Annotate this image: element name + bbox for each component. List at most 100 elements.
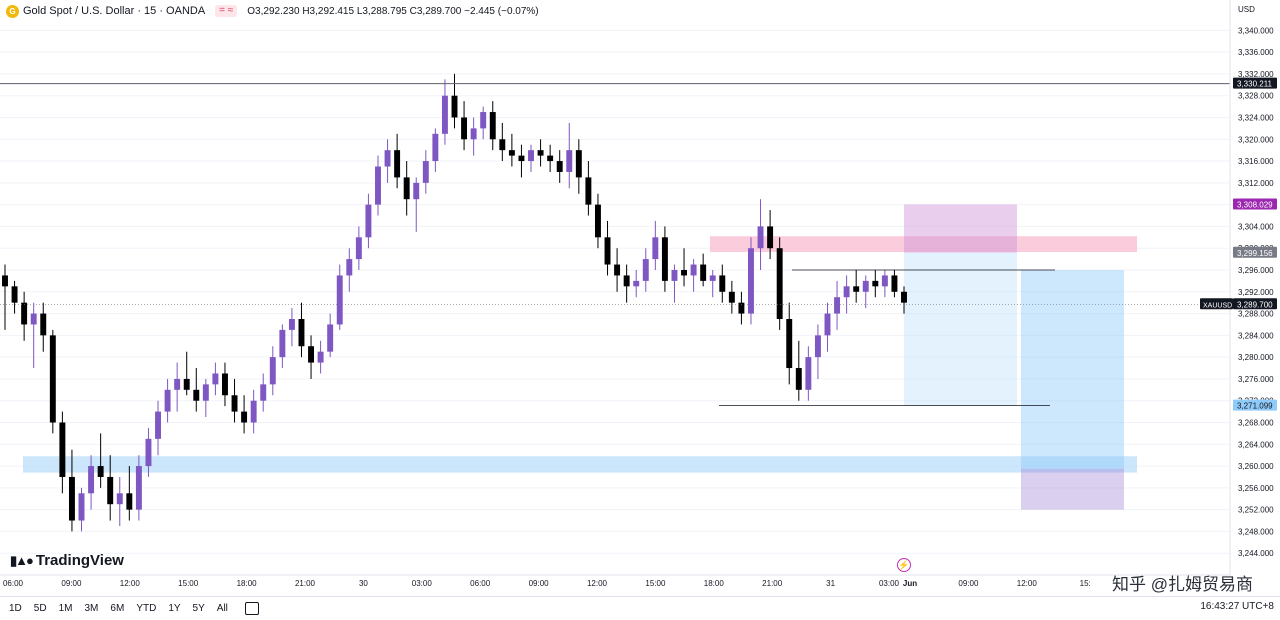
flash-icon[interactable]: ⚡	[897, 558, 911, 572]
range-1d[interactable]: 1D	[9, 603, 22, 614]
short-stop-box	[904, 204, 1017, 253]
price-tick-label: 3,280.000	[1238, 353, 1274, 362]
candle-body	[566, 150, 573, 172]
candle-body	[308, 346, 315, 363]
candle-body	[202, 384, 209, 401]
candle-body	[269, 357, 276, 385]
drawn-lines	[0, 83, 1230, 407]
time-tick-label: 21:00	[295, 579, 316, 588]
price-tick-label: 3,248.000	[1238, 527, 1274, 536]
range-1m[interactable]: 1M	[58, 603, 73, 614]
time-tick-label: 09:00	[958, 579, 979, 588]
price-label-box	[1233, 399, 1277, 411]
tradingview-mark-icon: ▮▲●	[10, 552, 34, 568]
range-5y[interactable]: 5Y	[192, 603, 205, 614]
candle-body	[499, 139, 506, 151]
candle-body	[585, 177, 592, 205]
candle-body	[78, 493, 85, 521]
range-1y[interactable]: 1Y	[168, 603, 181, 614]
currency-label[interactable]: USD	[1238, 5, 1255, 14]
price-label-box	[1233, 198, 1277, 210]
symbol-title[interactable]: Gold Spot / U.S. Dollar · 15 · OANDA	[23, 5, 206, 17]
candle-body	[556, 161, 563, 172]
price-tick-label: 3,292.000	[1238, 288, 1274, 297]
candle-body	[891, 275, 898, 292]
candle-body	[824, 313, 831, 336]
price-tick-label: 3,260.000	[1238, 462, 1274, 471]
candle-body	[633, 280, 640, 287]
price-tick-label: 3,312.000	[1238, 179, 1274, 188]
range-6m[interactable]: 6M	[110, 603, 125, 614]
long-stop-box	[1021, 468, 1124, 510]
candle-body	[547, 155, 554, 162]
calendar-icon[interactable]	[244, 602, 259, 615]
short-target-box	[904, 252, 1017, 406]
price-tick-label: 3,288.000	[1238, 310, 1274, 319]
candle-body	[528, 150, 534, 162]
candle-body	[461, 117, 468, 140]
candle-body	[327, 324, 334, 352]
candle-body	[843, 286, 850, 298]
candle-body	[834, 297, 841, 314]
time-tick-label: 30	[359, 579, 368, 588]
candle-body	[250, 400, 257, 423]
candle-body	[470, 128, 477, 140]
price-tick-label: 3,316.000	[1238, 157, 1274, 166]
price-tick-label: 3,244.000	[1238, 549, 1274, 558]
clock[interactable]: 16:43:27 UTC+8	[1200, 601, 1274, 612]
candle-body	[594, 204, 601, 238]
price-tick-label: 3,276.000	[1238, 375, 1274, 384]
time-tick-label: 09:00	[61, 579, 82, 588]
time-tick-label: 18:00	[237, 579, 258, 588]
watermark: 知乎 @扎姆贸易商	[1112, 575, 1253, 594]
price-label-box	[1233, 77, 1277, 89]
range-3m[interactable]: 3M	[84, 603, 99, 614]
candle-body	[21, 302, 28, 325]
candle-body	[88, 466, 95, 494]
candle-body	[814, 335, 821, 358]
candle-body	[623, 275, 630, 287]
candle-body	[68, 476, 75, 521]
symbol-tag-text: XAUUSD	[1203, 302, 1232, 309]
range-5d[interactable]: 5D	[33, 603, 47, 614]
candle-body	[222, 373, 228, 396]
candle-body	[614, 264, 621, 276]
candle-body	[126, 493, 133, 510]
price-tick-label: 3,284.000	[1238, 331, 1274, 340]
range-ytd[interactable]: YTD	[136, 603, 157, 614]
candle-body	[700, 264, 707, 281]
candle-body	[11, 286, 18, 303]
price-label-text: 3,289.700	[1237, 300, 1273, 309]
candle-body	[690, 264, 697, 276]
time-axis[interactable]: 06:00 09:00 12:00 15:00 18:00 21:00 30 03:00 06:…	[0, 574, 1230, 588]
candle-body	[767, 226, 774, 249]
candle-body	[805, 357, 812, 390]
candle-body	[413, 182, 420, 200]
candle-body	[145, 438, 152, 467]
price-labels: 3,330.211 3,308.029 3,299.156 3,289.700 XAUU…	[1200, 77, 1277, 411]
time-tick-label: Jun	[903, 579, 917, 588]
candle-body	[164, 389, 171, 412]
feed-badge[interactable]: = ≈	[215, 5, 238, 17]
time-tick-label: 03:00	[412, 579, 433, 588]
time-tick-label: 12:00	[1017, 579, 1038, 588]
time-tick-label: 15:00	[178, 579, 199, 588]
symbol-tag-box	[1200, 298, 1233, 310]
candle-body	[480, 112, 487, 129]
candle-body	[738, 302, 745, 314]
candle-body	[432, 133, 439, 162]
candle-body	[403, 177, 410, 200]
time-tick-label: 15:	[1080, 579, 1091, 588]
candle-body	[288, 319, 295, 330]
candle-body	[298, 319, 305, 347]
candle-body	[394, 150, 401, 178]
candle-body	[135, 466, 142, 510]
price-tick-label: 3,336.000	[1238, 48, 1274, 57]
time-tick-label: 18:00	[704, 579, 725, 588]
price-tick-label: 3,304.000	[1238, 222, 1274, 231]
candle-body	[336, 275, 343, 325]
candle-body	[40, 313, 47, 336]
range-all[interactable]: All	[216, 603, 228, 614]
candle-body	[241, 411, 248, 423]
